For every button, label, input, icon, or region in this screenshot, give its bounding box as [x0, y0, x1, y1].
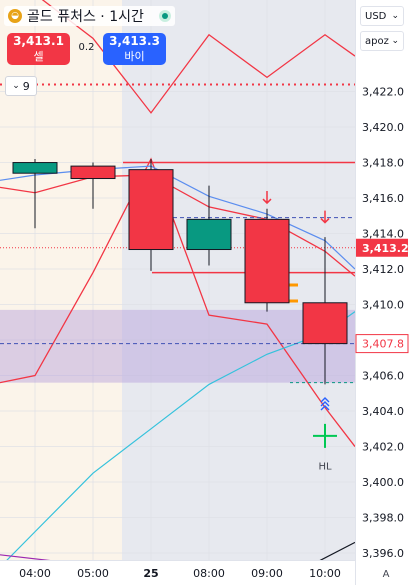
chevron-down-icon: ⌄ — [12, 81, 20, 91]
scale-mode-value: apoz — [365, 35, 389, 47]
price-tick-label: 3,404.0 — [362, 405, 404, 418]
currency-value: USD — [365, 10, 387, 22]
price-tick-label: 3,406.0 — [362, 370, 404, 383]
candle-10:00[interactable] — [302, 237, 348, 385]
candle-body — [244, 218, 290, 304]
indicator-count: 9 — [22, 79, 30, 93]
market-open-dot-icon — [158, 10, 171, 22]
session-shade — [122, 0, 355, 560]
scale-mode-select[interactable]: apoz ⌄ — [360, 31, 404, 51]
buy-label: 바이 — [124, 50, 145, 63]
candle-09:00[interactable] — [244, 208, 290, 312]
sell-label: 셀 — [33, 50, 44, 63]
ma-fast-line — [0, 165, 356, 270]
price-tick-label: 3,396.0 — [362, 547, 404, 560]
liquidity-zone — [0, 309, 355, 383]
last-price-label: 3,413.2 — [362, 242, 409, 255]
current-price-badge — [355, 334, 409, 354]
price-tick-label: 3,414.0 — [362, 228, 404, 241]
price-tick-label: 3,400.0 — [362, 476, 404, 489]
time-tick-label: 04:00 — [19, 567, 51, 580]
gold-coin-icon: ◒ — [8, 9, 22, 23]
sell-button[interactable]: 3,413.1 셀 — [7, 33, 70, 65]
sell-signal-arrow-icon — [262, 191, 272, 205]
price-tick-label: 3,412.0 — [362, 263, 404, 276]
candle-05:00[interactable] — [70, 162, 116, 209]
spread-value: 0.2 — [78, 42, 95, 53]
indicators-toggle-button[interactable]: ⌄ 9 — [5, 76, 37, 96]
last-price-badge — [356, 238, 408, 257]
price-tick-label: 3,410.0 — [362, 299, 404, 312]
price-tick-label: 3,416.0 — [362, 192, 404, 205]
candle-08:00[interactable] — [186, 185, 232, 266]
price-tick-label: 3,420.0 — [362, 121, 404, 134]
upper-band-line — [41, 0, 356, 114]
sell-price: 3,413.1 — [13, 34, 64, 48]
lower-band-line — [0, 157, 356, 447]
candle-body — [302, 302, 348, 345]
current-price-label: 3,407.8 — [362, 338, 404, 351]
price-tick-label: 3,422.0 — [362, 86, 404, 99]
time-tick-label: 09:00 — [251, 567, 283, 580]
price-axis[interactable] — [355, 0, 411, 585]
price-tick-label: 3,398.0 — [362, 512, 404, 525]
chevron-down-icon: ⌄ — [391, 11, 399, 21]
time-axis[interactable] — [0, 560, 355, 585]
buy-button[interactable]: 3,413.3 바이 — [103, 33, 166, 65]
auto-scale-button[interactable]: A — [382, 568, 390, 580]
candle-07:00[interactable] — [128, 159, 174, 271]
pattern-label: HL — [318, 461, 332, 472]
symbol-title: 골드 퓨처스 · 1시간 — [27, 9, 144, 25]
price-tick-label: 3,418.0 — [362, 157, 404, 170]
buy-signal-arrow-icon — [320, 396, 330, 411]
symbol-header[interactable]: ◒ 골드 퓨처스 · 1시간 — [4, 6, 175, 26]
candle-body — [12, 162, 58, 174]
buy-price: 3,413.3 — [109, 34, 160, 48]
chevron-down-icon: ⌄ — [391, 36, 399, 46]
price-tick-label: 3,402.0 — [362, 441, 404, 454]
sell-signal-arrow-icon — [320, 210, 330, 224]
candle-body — [128, 169, 174, 251]
time-tick-label: 10:00 — [309, 567, 341, 580]
currency-select[interactable]: USD ⌄ — [360, 6, 404, 26]
time-tick-label: 25 — [143, 567, 158, 580]
candle-04:00[interactable] — [12, 159, 58, 229]
candle-body — [70, 165, 116, 180]
time-tick-label: 05:00 — [77, 567, 109, 580]
pivot-cross-icon — [313, 423, 337, 448]
time-tick-label: 08:00 — [193, 567, 225, 580]
candle-body — [186, 218, 232, 251]
basis-line — [0, 174, 356, 277]
